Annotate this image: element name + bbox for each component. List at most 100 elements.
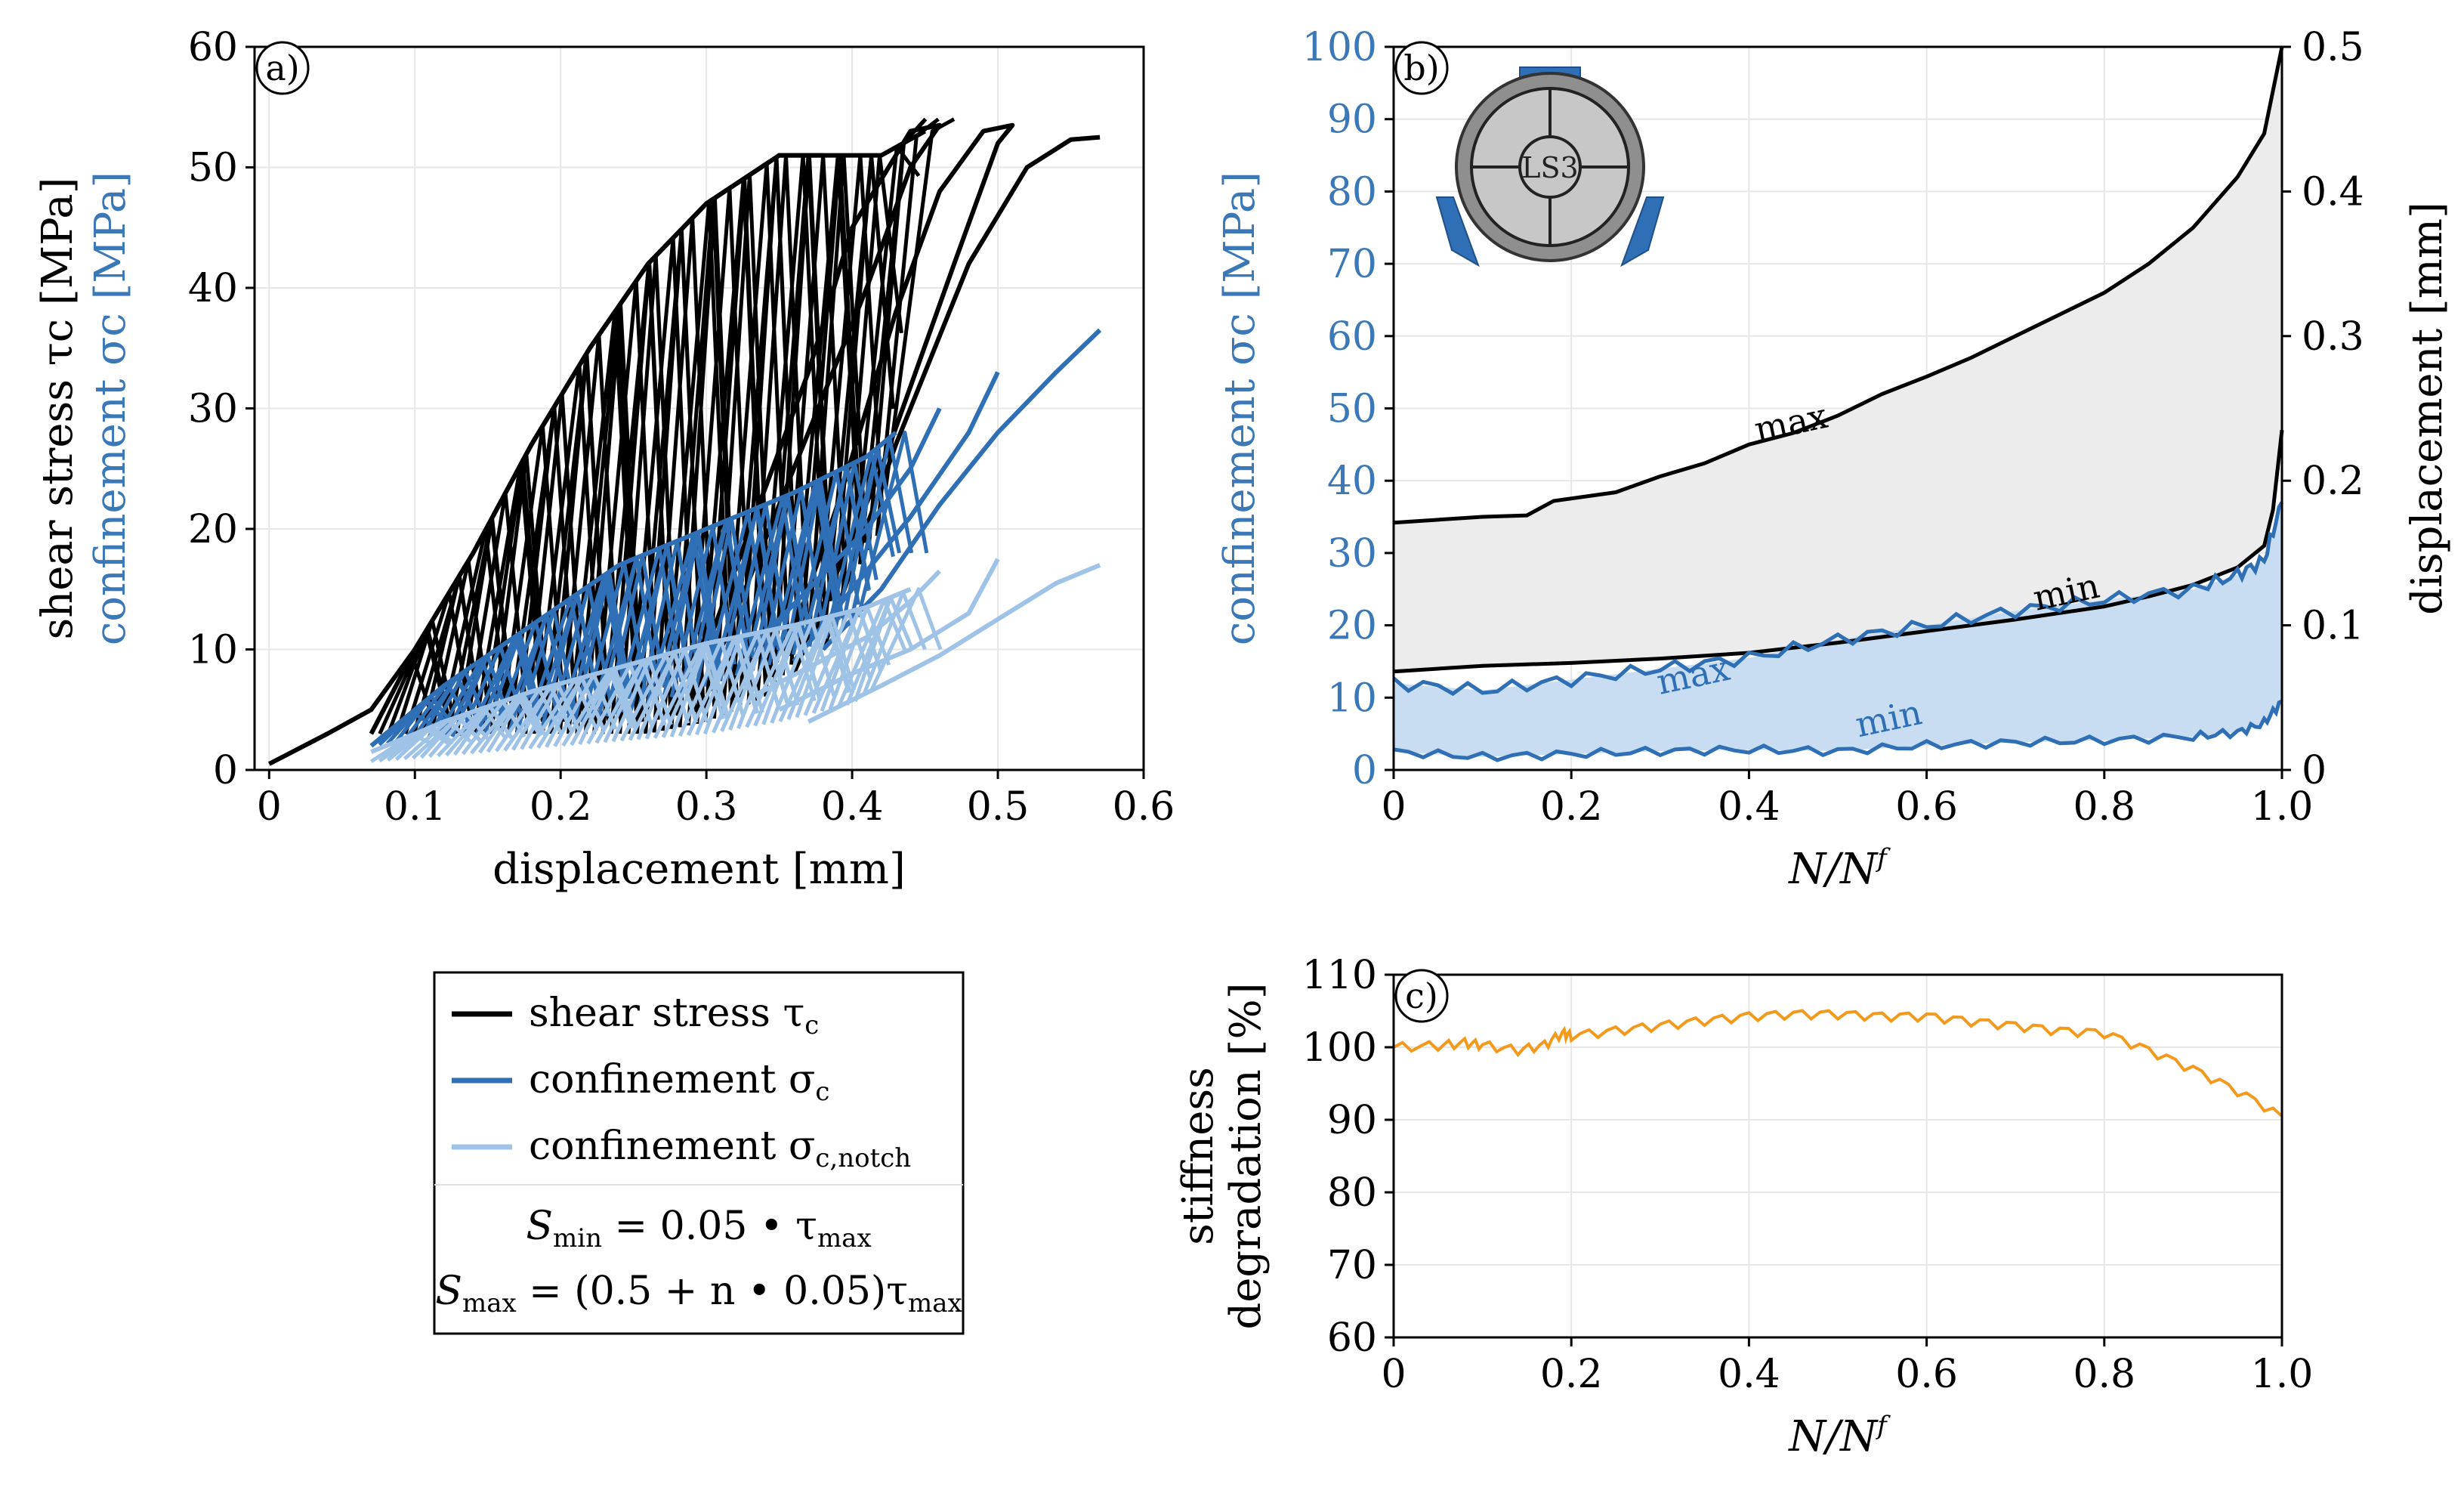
- panel-a-y-tick-label: 60: [188, 25, 238, 70]
- specimen-inset-icon: LS3: [1435, 66, 1665, 267]
- formula-smin-lhs: S: [526, 1204, 553, 1249]
- panel-c-chart: 0 0.2 0.4 0.6 0.8 1.0 60 70 80 90 100 110 N/Nf stif…: [1174, 953, 2313, 1461]
- panel-b-y-tick-label: 10: [1327, 675, 1377, 721]
- panel-b-y-right-tick-label: 0.2: [2302, 459, 2364, 504]
- series-confinement: [369, 328, 1102, 748]
- panel-c-x-tick-label: 0.4: [1718, 1352, 1780, 1397]
- panel-c-x-tick-label: 1.0: [2251, 1352, 2314, 1397]
- panel-a-x-tick-label: 0.6: [1113, 784, 1175, 830]
- panel-a-y-tick-label: 0: [213, 748, 238, 793]
- panel-c-y-axis-label-line2: degradation [%]: [1221, 982, 1271, 1329]
- panel-b-y-tick-label: 50: [1327, 387, 1377, 432]
- confinement-max-line: [1392, 501, 2284, 697]
- panel-c-y-tick-label: 90: [1327, 1098, 1377, 1143]
- formula-smax-lhs: S: [435, 1269, 462, 1314]
- inset-center-circle: [1518, 135, 1582, 199]
- formula-smin-rhs: = 0.05 • τ: [602, 1204, 817, 1249]
- panel-b-label: b): [1403, 48, 1439, 88]
- panel-b-plot-area: [1392, 46, 2284, 762]
- series-confinement-final-curve: [748, 407, 942, 651]
- panel-b-x-tick-label: 1.0: [2251, 784, 2314, 830]
- panel-b-x-tick-label: 0: [1381, 784, 1406, 830]
- inset-label: LS3: [1521, 151, 1578, 184]
- displacement-max-line: [1393, 46, 2284, 525]
- confinement-min-line: [1393, 699, 2283, 762]
- panel-c-plot-area: [1393, 1009, 2283, 1118]
- panel-b-ticks: 0 0.2 0.4 0.6 0.8 1.0010203040506070809010000…: [1302, 25, 2364, 830]
- panel-b-x-tick-label: 0.6: [1895, 784, 1958, 830]
- panel-a-x-tick-label: 0.5: [967, 784, 1030, 830]
- panel-b-x-tick-label: 0.2: [1540, 784, 1603, 830]
- panel-a-y-tick-label: 40: [188, 266, 238, 311]
- panel-c-y-tick-label: 100: [1302, 1025, 1377, 1071]
- legend-box: [433, 971, 965, 1335]
- panel-a-ticks: 0 0.1 0.2 0.3 0.4 0.5 0.6 0 10 20 30 40 50 60: [188, 25, 1175, 830]
- panel-c-x-tick-label: 0.6: [1895, 1352, 1958, 1397]
- panel-c-x-tick-label: 0: [1381, 1352, 1406, 1397]
- panel-c-badge: [1394, 969, 1449, 1023]
- panel-b-y-tick-label: 80: [1327, 169, 1377, 215]
- panel-b-y-axis-label-left: confinement σc [MPa]: [1215, 172, 1264, 645]
- series-shear-final-curve: [704, 122, 942, 651]
- legend-formula-smin: Smin = 0.05 • τmax: [526, 1204, 871, 1254]
- formula-smin-lhs-sub: min: [553, 1223, 602, 1254]
- series-confinement-final-curve: [792, 371, 1000, 663]
- panel-b-y-tick-label: 20: [1327, 604, 1377, 649]
- panel-c-y-tick-label: 70: [1327, 1243, 1377, 1288]
- legend-entry-shear: shear stress τc: [529, 991, 819, 1040]
- formula-smax-rhs-sub: max: [908, 1288, 962, 1319]
- series-confinement-notch-upper-envelope: [370, 587, 912, 754]
- displacement-band: [1394, 47, 2282, 672]
- panel-b-y-right-tick-label: 0: [2302, 748, 2327, 793]
- panel-a-x-tick-label: 0.3: [675, 784, 738, 830]
- panel-b-y-tick-label: 0: [1352, 748, 1377, 793]
- legend-entry-shear-sub: c: [804, 1010, 819, 1040]
- panel-a-x-tick-label: 0.2: [530, 784, 592, 830]
- series-confinement-upper-envelope: [369, 431, 897, 748]
- panel-b-x-tick-label: 0.8: [2073, 784, 2135, 830]
- panel-a-y-tick-label: 50: [188, 146, 238, 191]
- panel-b-y-tick-label: 70: [1327, 242, 1377, 287]
- series-confinement-notch-final-curve: [807, 563, 1101, 724]
- legend-entry-confinement-sub: c: [815, 1077, 829, 1107]
- legend-entry-shear-text: shear stress τ: [529, 991, 804, 1036]
- series-confinement-notch-final-curve: [778, 558, 1000, 712]
- series-shear-final-curve: [777, 122, 1015, 675]
- panel-a-chart: 0 0.1 0.2 0.3 0.4 0.5 0.6 0 10 20 30 40 50 60 displac…: [33, 25, 1175, 894]
- panel-a-x-tick-label: 0.1: [384, 784, 446, 830]
- panel-a-y-tick-label: 30: [188, 387, 238, 432]
- panel-c-ticks: 0 0.2 0.4 0.6 0.8 1.0 60 70 80 90 100 110: [1302, 953, 2314, 1397]
- legend: shear stress τc confinement σc confineme…: [433, 971, 965, 1335]
- stiffness-degradation-line: [1393, 1009, 2283, 1118]
- panel-c-y-tick-label: 80: [1327, 1170, 1377, 1216]
- legend-formula-smax: Smax = (0.5 + n • 0.05)τmax: [435, 1269, 962, 1319]
- panel-b-x-axis-label: N/Nf: [1787, 843, 1891, 894]
- confinement-band: [1394, 502, 2282, 757]
- series-confinement-final-curve: [821, 328, 1102, 651]
- panel-a-y-tick-label: 10: [188, 628, 238, 673]
- panel-a-x-tick-label: 0: [257, 784, 282, 830]
- legend-entry-confinement-notch: confinement σc,notch: [529, 1124, 911, 1173]
- panel-c-y-axis-label-line1: stiffness: [1174, 1067, 1223, 1245]
- series-confinement-notch: [370, 558, 1101, 763]
- inset-right-clamp: [1620, 196, 1665, 267]
- series-confinement-notch-final-curve: [749, 569, 942, 700]
- panel-a-y-axis-label-shear: shear stress τc [MPa]: [33, 177, 82, 639]
- panel-b-y-tick-label: 40: [1327, 459, 1377, 504]
- panel-a-y-axis-label-confinement: confinement σc [MPa]: [86, 172, 135, 645]
- legend-entry-confinement: confinement σc: [529, 1057, 829, 1107]
- panel-c-x-tick-label: 0.8: [2073, 1352, 2135, 1397]
- panel-b-x-axis-label-main: N/N: [1787, 845, 1879, 894]
- panel-a-plot-area: [267, 117, 1102, 766]
- panel-a-x-tick-label: 0.4: [821, 784, 884, 830]
- panel-b-y-tick-label: 100: [1302, 25, 1377, 70]
- legend-entry-confinement-text: confinement σ: [529, 1057, 815, 1102]
- formula-smin-rhs-sub: max: [817, 1223, 872, 1254]
- series-shear-upper-envelope: [369, 128, 927, 735]
- panel-a-x-axis-label: displacement [mm]: [492, 845, 906, 894]
- formula-smax-lhs-sub: max: [462, 1288, 517, 1319]
- panel-b-y-tick-label: 90: [1327, 97, 1377, 143]
- panel-b-y-axis-label-right: displacement [mm]: [2403, 202, 2452, 615]
- panel-a-label: a): [265, 48, 299, 88]
